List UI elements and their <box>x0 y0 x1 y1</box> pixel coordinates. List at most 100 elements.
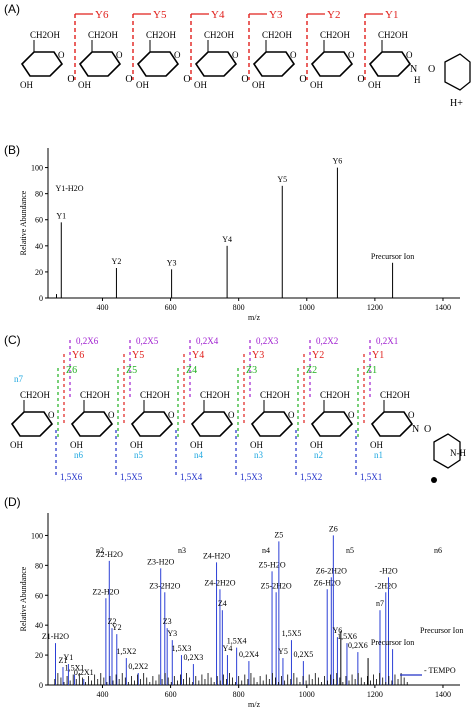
c-ring-oxygen-0: O <box>48 410 55 420</box>
b-axes <box>47 148 460 299</box>
d-annotation-n-2: n2 <box>96 546 104 555</box>
c-ring-1 <box>70 411 114 437</box>
d-peak-label-31: Z6 <box>329 524 338 533</box>
a-ring-5 <box>310 51 354 77</box>
c-ring-oxygen-3: O <box>228 410 235 420</box>
c-x15-label-2: 1,5X4 <box>180 472 203 482</box>
c-n-label-n6: n6 <box>74 450 84 460</box>
d-peak-label-11: Z3-H2O <box>147 557 174 566</box>
d-xtick-800: 800 <box>233 690 245 699</box>
d-ytick-40: 40 <box>35 621 43 630</box>
a-label-Y6: Y6 <box>95 9 109 21</box>
c-x02-label-0: 0,2X6 <box>76 336 99 346</box>
c-ch2oh-3: CH2OH <box>200 390 231 400</box>
c-x15-label-1: 1,5X5 <box>120 472 143 482</box>
c-oh-4: OH <box>250 440 263 450</box>
c-y-label-0: Y6 <box>72 350 84 361</box>
c-pyridinium-ring <box>433 433 461 469</box>
c-ring-5 <box>310 411 354 437</box>
d-peak-label-9: 1,5X2 <box>116 647 136 656</box>
a-ring-oxygen-4: O <box>290 50 297 60</box>
a-label-Y1: Y1 <box>385 9 398 21</box>
c-o-atom: O <box>424 424 431 435</box>
d-peak-label-16: 0,2X3 <box>184 653 204 662</box>
d-annotation-n-5: n5 <box>346 546 354 555</box>
a-ch2oh-5: CH2OH <box>320 30 351 40</box>
c-nh: N-H <box>450 448 466 458</box>
d-annotation-precursor: Precursor Ion <box>420 626 463 635</box>
c-y-label-5: Y1 <box>372 350 384 361</box>
d-peak-label-25: Z5 <box>274 530 283 539</box>
d-peak-label-19: Z4 <box>218 599 227 608</box>
b-ytick-60: 60 <box>35 216 43 225</box>
d-peak-label-38: Precursor Ion <box>371 638 414 647</box>
c-z-label-1: Z5 <box>126 365 137 376</box>
c-oh-6: OH <box>370 440 383 450</box>
spectrum-b-plot: 400 600 800 1000 1200 1400 0 20 40 60 80 100 m/z Rela… <box>19 148 460 322</box>
c-x02-label-2: 0,2X4 <box>196 336 219 346</box>
b-ytick-100: 100 <box>31 164 43 173</box>
d-annotation-n-6: n6 <box>434 546 442 555</box>
a-oh-3: OH <box>194 80 207 90</box>
structure-c: O CH2OH OH O CH2OH OH O CH2OH OH O CH2OH OH O CH2OH OH… <box>10 336 466 483</box>
a-ch2oh-6: CH2OH <box>378 30 409 40</box>
d-annotation-n-3: n3 <box>178 546 186 555</box>
a-ring-6 <box>368 51 412 77</box>
a-ring-1 <box>78 51 122 77</box>
c-oh-3: OH <box>190 440 203 450</box>
c-z-label-2: Z4 <box>186 365 197 376</box>
a-glycosidic-o-0: O <box>67 74 74 85</box>
b-xlabel: m/z <box>248 313 260 322</box>
b-annotation-0: Y1-H2O <box>55 184 83 193</box>
a-oh-4: OH <box>252 80 265 90</box>
d-peak-label-32: Y6 <box>333 626 343 635</box>
c-x02-label-4: 0,2X2 <box>316 336 338 346</box>
d-xtick-400: 400 <box>96 690 108 699</box>
d-peak-label-23: Z5-H2O <box>258 560 285 569</box>
spectrum-b: 400 600 800 1000 1200 1400 0 20 40 60 80 100 m/z Rela… <box>19 148 460 322</box>
d-ytick-20: 20 <box>35 651 43 660</box>
a-hplus: H+ <box>450 98 463 109</box>
b-peak-label-6: Y6 <box>333 157 343 166</box>
b-peak-label-5: Y5 <box>277 175 287 184</box>
a-n-atom: N <box>410 64 417 75</box>
d-peak-label-10: 0,2X2 <box>128 662 148 671</box>
d-peak-label-17: Z4-H2O <box>203 551 230 560</box>
spectrum-d: 400 600 800 1000 1200 1400 0 20 40 60 80 100 m/z Rela… <box>19 513 463 709</box>
a-ring-oxygen-6: O <box>406 50 413 60</box>
a-oh-2: OH <box>136 80 149 90</box>
c-y-label-1: Y5 <box>132 350 144 361</box>
spectrum-d-plot: 400 600 800 1000 1200 1400 0 20 40 60 80 100 m/z Rela… <box>19 513 463 709</box>
c-n-label-n4: n4 <box>194 450 204 460</box>
d-peak-label-37: -H2O <box>379 566 397 575</box>
c-z-label-4: Z2 <box>306 365 317 376</box>
b-peak-label-7: Precursor Ion <box>371 252 414 261</box>
c-ring-4 <box>250 411 294 437</box>
a-ring-3 <box>194 51 238 77</box>
a-label-Y4: Y4 <box>211 9 225 21</box>
b-xtick-1200: 1200 <box>367 303 383 312</box>
c-x02-label-3: 0,2X3 <box>256 336 279 346</box>
d-annotation-tempo: - TEMPO <box>424 666 456 675</box>
c-z-label-5: Z1 <box>366 365 377 376</box>
c-ch2oh-5: CH2OH <box>320 390 351 400</box>
d-peak-label-0: Z1-H2O <box>42 632 69 641</box>
a-glycosidic-o-1: O <box>125 74 132 85</box>
a-h-atom: H <box>414 75 421 85</box>
a-ch2oh-0: CH2OH <box>30 30 61 40</box>
a-label-Y2: Y2 <box>327 9 340 21</box>
b-peak-label-1: Y1 <box>56 211 66 220</box>
c-n-label-n3: n3 <box>254 450 264 460</box>
c-ring-oxygen-1: O <box>108 410 115 420</box>
c-ring-oxygen-6: O <box>408 410 415 420</box>
a-oh-5: OH <box>310 80 323 90</box>
structure-c-cleavages: 0,2X6 Y6 Z6 1,5X6 0,2X5 Y5 Z5 1,5X5 0,2X4 Y4 Z4 1,5… <box>14 336 398 482</box>
a-label-Y5: Y5 <box>153 9 167 21</box>
d-xlabel: m/z <box>248 700 260 709</box>
b-peak-label-2: Y2 <box>112 257 122 266</box>
b-ytick-0: 0 <box>39 294 43 303</box>
c-x15-label-3: 1,5X3 <box>240 472 263 482</box>
d-annotation-n-4: n4 <box>262 546 270 555</box>
d-peak-label-24: Z5-2H2O <box>261 581 292 590</box>
d-peak-label-12: Z3-2H2O <box>149 581 180 590</box>
